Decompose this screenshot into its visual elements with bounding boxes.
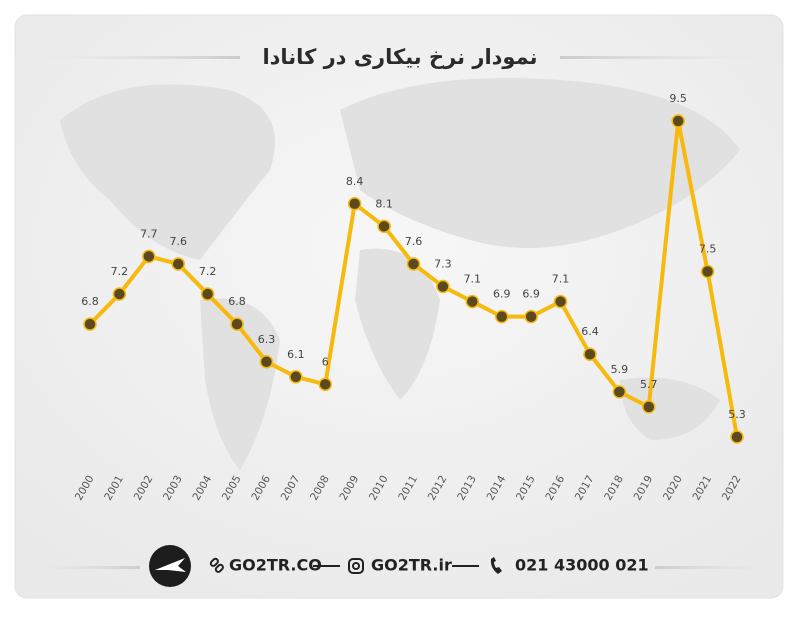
- world-map: [60, 78, 740, 470]
- data-point: [406, 257, 421, 271]
- value-label: 7.5: [699, 242, 717, 255]
- value-label: 5.7: [640, 378, 658, 391]
- data-point: [730, 430, 744, 444]
- value-label: 6.8: [228, 295, 246, 308]
- value-label: 7.1: [552, 273, 570, 286]
- data-point: [671, 114, 685, 128]
- data-point: [494, 309, 509, 324]
- data-point: [259, 355, 274, 369]
- data-point: [612, 385, 627, 399]
- value-label: 6.8: [81, 295, 99, 308]
- value-label: 5.3: [728, 408, 746, 421]
- data-point: [465, 294, 480, 309]
- data-point: [583, 347, 597, 361]
- link-icon: [209, 557, 224, 573]
- data-point: [347, 197, 362, 211]
- footer-rule: [655, 566, 765, 569]
- phone: 021 43000 021: [515, 556, 649, 575]
- value-label: 7.2: [111, 265, 129, 278]
- data-point: [171, 257, 185, 271]
- data-point: [230, 317, 244, 331]
- instagram: GO2TR.ir: [371, 556, 452, 575]
- phone-icon: [490, 557, 502, 574]
- data-point: [524, 309, 538, 324]
- value-label: 8.1: [375, 197, 393, 210]
- data-point: [200, 287, 215, 301]
- value-label: 6.1: [287, 348, 305, 361]
- data-point: [553, 294, 568, 309]
- data-point: [642, 400, 656, 414]
- chart-title: نمودار نرخ بیکاری در کانادا: [262, 45, 537, 69]
- data-point: [142, 249, 156, 264]
- website: GO2TR.CO: [229, 556, 322, 575]
- value-label: 7.3: [434, 258, 452, 271]
- data-point: [289, 370, 303, 384]
- footer-rule: [40, 566, 140, 569]
- value-label: 7.2: [199, 265, 217, 278]
- value-label: 9.5: [669, 92, 687, 105]
- value-label: 6.9: [522, 288, 540, 301]
- title-rule: [560, 56, 760, 59]
- value-label: 7.6: [405, 235, 423, 248]
- data-point: [436, 279, 450, 294]
- value-label: 6.9: [493, 288, 511, 301]
- value-label: 6: [322, 355, 329, 368]
- data-point: [377, 219, 391, 234]
- value-label: 5.9: [611, 363, 629, 376]
- data-point: [83, 317, 97, 331]
- title-rule: [40, 56, 240, 59]
- value-label: 6.3: [258, 333, 276, 346]
- data-point: [112, 287, 127, 301]
- data-point: [318, 377, 333, 392]
- value-label: 6.4: [581, 325, 599, 338]
- value-label: 8.4: [346, 175, 364, 188]
- logo: [149, 545, 191, 587]
- value-label: 7.7: [140, 227, 158, 240]
- value-label: 7.1: [464, 273, 482, 286]
- data-point: [700, 264, 715, 279]
- value-label: 7.6: [169, 235, 187, 248]
- instagram-icon: [348, 558, 364, 574]
